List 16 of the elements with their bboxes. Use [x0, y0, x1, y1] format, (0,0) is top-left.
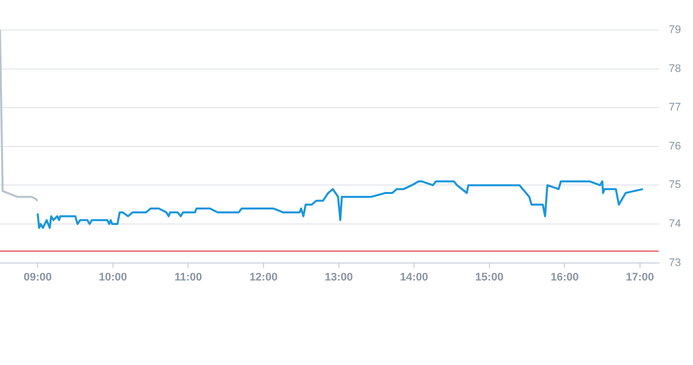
y-tick-label: 73	[668, 256, 682, 269]
y-tick-label: 78	[668, 62, 682, 75]
x-tick-label: 11:00	[174, 271, 202, 284]
x-tick-label: 13:00	[324, 271, 353, 284]
y-tick-label: 74	[668, 218, 682, 230]
y-tick-label: 79	[668, 24, 682, 36]
x-tick-label: 16:00	[550, 271, 579, 284]
x-tick-label: 15:00	[475, 271, 504, 284]
x-tick-label: 10:00	[98, 271, 127, 284]
x-tick-label: 17:00	[626, 271, 654, 284]
x-tick-label: 09:00	[24, 271, 52, 284]
x-tick-label: 14:00	[400, 271, 428, 284]
y-tick-label: 76	[668, 140, 682, 152]
y-tick-label: 77	[668, 102, 682, 114]
x-tick-label: 12:00	[249, 271, 278, 284]
y-tick-label: 75	[668, 179, 682, 192]
